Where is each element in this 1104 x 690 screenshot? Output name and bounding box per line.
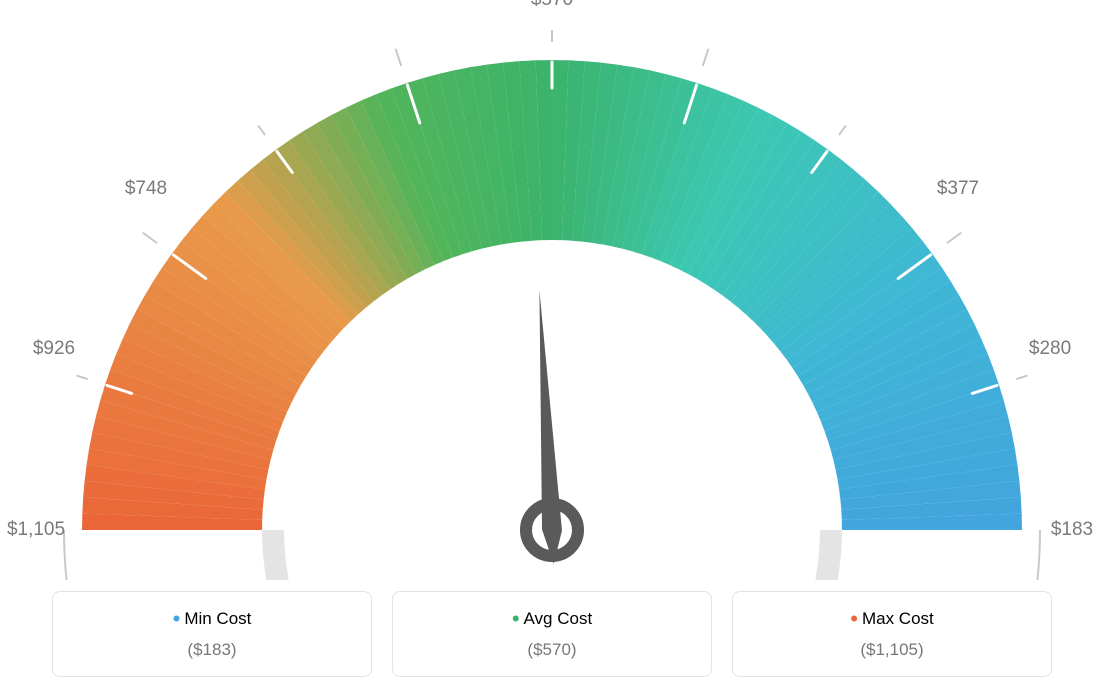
gauge-tick-label: $748 <box>125 178 167 200</box>
legend-avg-value: ($570) <box>403 640 701 660</box>
legend-min-label-text: Min Cost <box>184 609 251 628</box>
gauge-tick-label: $1,105 <box>7 519 65 541</box>
cost-gauge: $183$280$377$570$748$926$1,105 <box>52 20 1052 580</box>
legend-min-value: ($183) <box>63 640 361 660</box>
legend-min-cost: •Min Cost ($183) <box>52 591 372 677</box>
legend-max-value: ($1,105) <box>743 640 1041 660</box>
legend-max-cost: •Max Cost ($1,105) <box>732 591 1052 677</box>
legend-max-label: •Max Cost <box>743 606 1041 632</box>
legend-row: •Min Cost ($183) •Avg Cost ($570) •Max C… <box>52 591 1052 677</box>
legend-avg-label-text: Avg Cost <box>524 609 593 628</box>
legend-avg-cost: •Avg Cost ($570) <box>392 591 712 677</box>
gauge-tick-label: $183 <box>1051 519 1093 541</box>
gauge-tick-label: $570 <box>531 0 573 11</box>
gauge-tick-label: $377 <box>937 178 979 200</box>
gauge-tick-label: $280 <box>1029 338 1071 360</box>
legend-max-label-text: Max Cost <box>862 609 934 628</box>
legend-min-label: •Min Cost <box>63 606 361 632</box>
legend-avg-label: •Avg Cost <box>403 606 701 632</box>
gauge-tick-label: $926 <box>33 338 75 360</box>
gauge-svg <box>52 20 1052 580</box>
